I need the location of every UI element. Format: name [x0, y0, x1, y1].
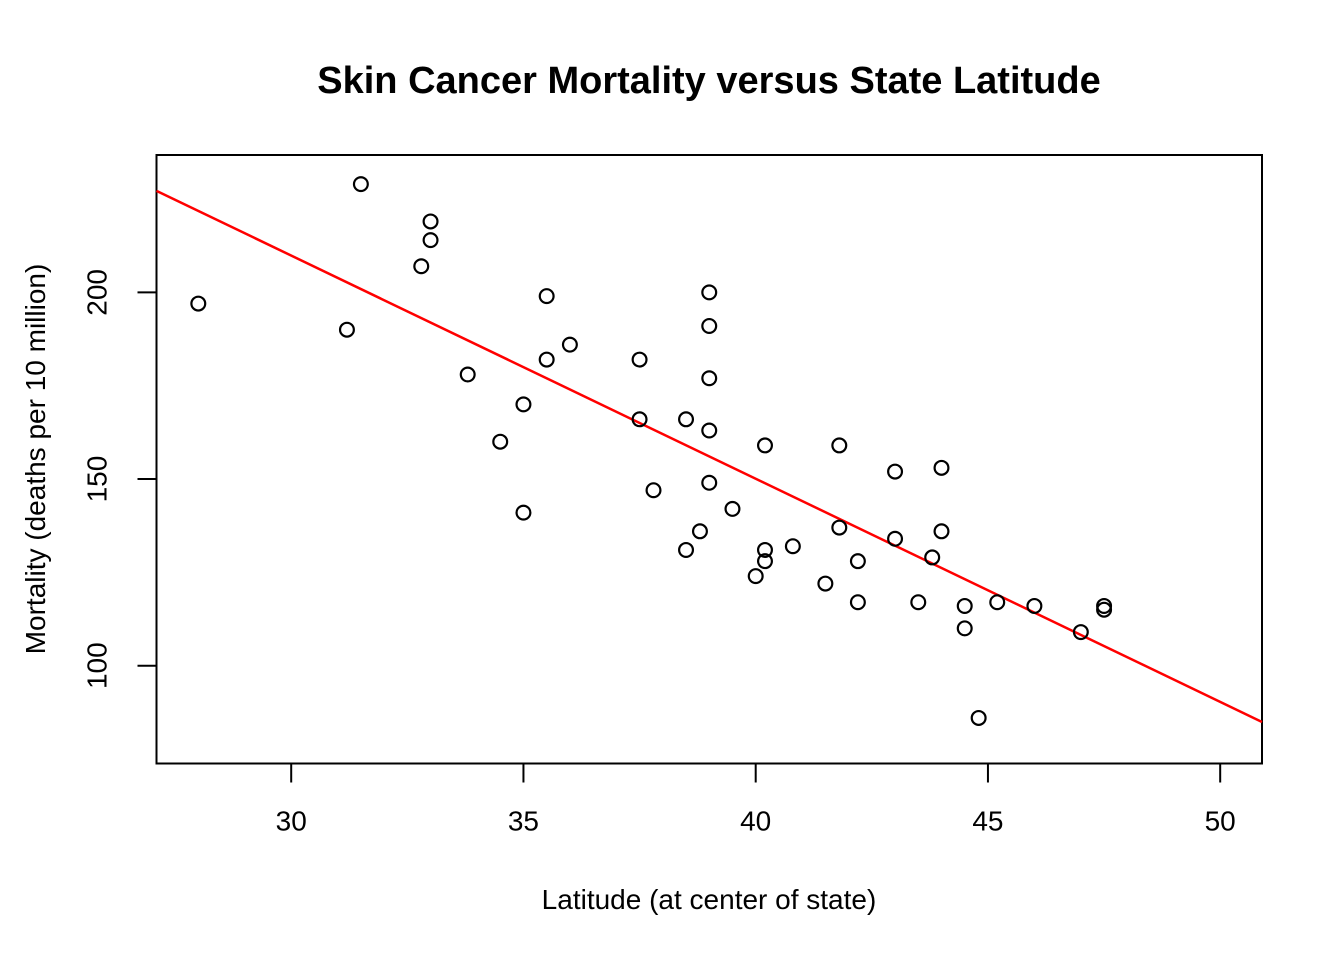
- x-tick-label: 40: [740, 806, 771, 837]
- scatter-point: [538, 288, 555, 305]
- x-tick-label: 50: [1205, 806, 1236, 837]
- scatter-point: [989, 594, 1006, 611]
- scatter-point: [817, 575, 834, 592]
- scatter-point: [724, 500, 741, 517]
- scatter-point: [756, 437, 773, 454]
- scatter-point: [924, 549, 941, 566]
- scatter-point: [645, 482, 662, 499]
- scatter-point: [887, 463, 904, 480]
- scatter-point: [413, 258, 430, 275]
- x-tick-label: 45: [972, 806, 1003, 837]
- scatter-point: [849, 553, 866, 570]
- scatter-point: [1072, 624, 1089, 641]
- x-tick-label: 35: [508, 806, 539, 837]
- scatter-point: [190, 295, 207, 312]
- scatter-point: [701, 422, 718, 439]
- x-tick-label: 30: [276, 806, 307, 837]
- scatter-point: [887, 530, 904, 547]
- scatter-point: [422, 232, 439, 249]
- scatter-point: [910, 594, 927, 611]
- scatter-point: [933, 459, 950, 476]
- scatter-point: [831, 519, 848, 536]
- scatter-point: [956, 620, 973, 637]
- scatter-point: [515, 396, 532, 413]
- y-tick-label: 100: [82, 642, 113, 689]
- scatter-point: [459, 366, 476, 383]
- scatter-point: [933, 523, 950, 540]
- chart-title: Skin Cancer Mortality versus State Latit…: [317, 60, 1101, 102]
- scatter-point: [691, 523, 708, 540]
- y-tick-label: 150: [82, 456, 113, 503]
- scatter-point: [831, 437, 848, 454]
- regression-line: [155, 189, 1263, 724]
- scatter-point: [849, 594, 866, 611]
- scatter-point: [352, 176, 369, 193]
- scatter-point: [515, 504, 532, 521]
- y-tick-label: 200: [82, 269, 113, 316]
- x-axis-title: Latitude (at center of state): [541, 884, 877, 915]
- scatter-point: [538, 351, 555, 368]
- scatter-point: [756, 541, 773, 558]
- scatter-point: [784, 538, 801, 555]
- scatter-point: [747, 568, 764, 585]
- scatter-point: [678, 541, 695, 558]
- scatter-point: [701, 370, 718, 387]
- scatter-point: [631, 351, 648, 368]
- scatter-point: [492, 433, 509, 450]
- scatter-point: [756, 553, 773, 570]
- scatter-point: [422, 213, 439, 230]
- scatter-point: [1096, 597, 1113, 614]
- scatter-point: [701, 474, 718, 491]
- scatter-point: [338, 321, 355, 338]
- scatter-point: [631, 411, 648, 428]
- scatter-point: [1026, 597, 1043, 614]
- scatter-point: [678, 411, 695, 428]
- scatter-point: [701, 284, 718, 301]
- scatter-point: [561, 336, 578, 353]
- scatter-point: [970, 709, 987, 726]
- scatter-point: [701, 317, 718, 334]
- plot-box: [155, 154, 1263, 765]
- scatter-point: [956, 597, 973, 614]
